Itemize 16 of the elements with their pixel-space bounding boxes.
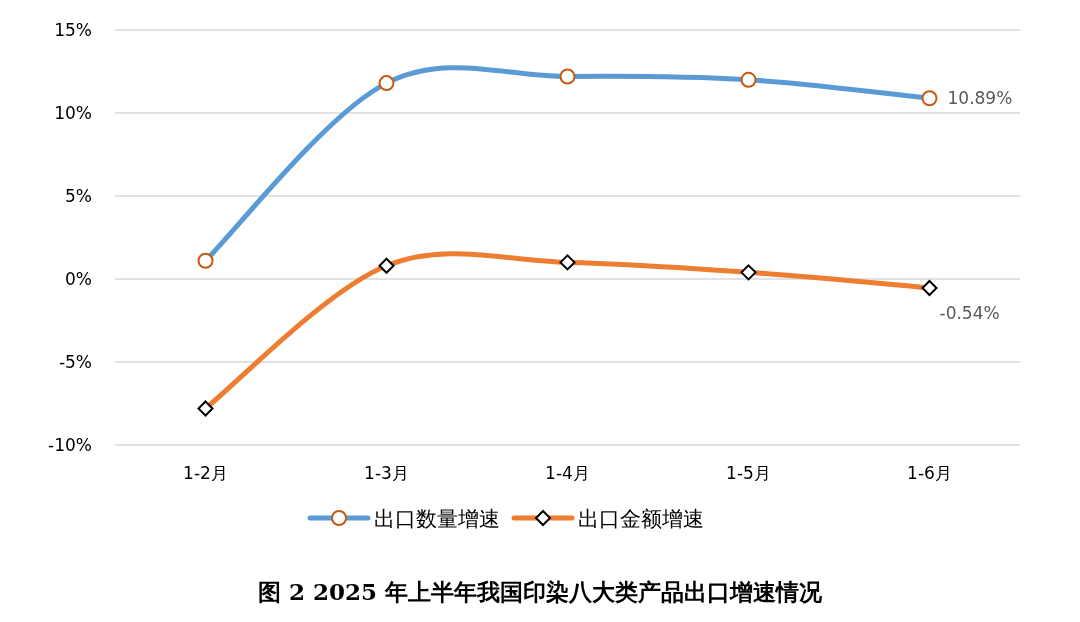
x-tick-label: 1-2月 <box>183 463 228 483</box>
y-tick-label: 15% <box>54 20 92 40</box>
y-tick-label: 5% <box>65 186 92 206</box>
y-tick-label: -10% <box>48 435 92 455</box>
y-tick-label: 0% <box>65 269 92 289</box>
x-tick-label: 1-5月 <box>726 463 771 483</box>
y-tick-label: 10% <box>54 103 92 123</box>
y-tick-label: -5% <box>58 352 92 372</box>
data-label: -0.54% <box>939 302 1000 323</box>
legend-label: 出口金额增速 <box>578 507 704 531</box>
legend-label: 出口数量增速 <box>374 507 500 531</box>
text: 图 2 2025 年上半年我国印染八大类产品出口增速情况 <box>257 578 824 605</box>
x-tick-label: 1-3月 <box>364 463 409 483</box>
data-label: 10.89% <box>947 88 1013 109</box>
x-tick-label: 1-4月 <box>545 463 590 483</box>
x-tick-label: 1-6月 <box>907 463 952 483</box>
